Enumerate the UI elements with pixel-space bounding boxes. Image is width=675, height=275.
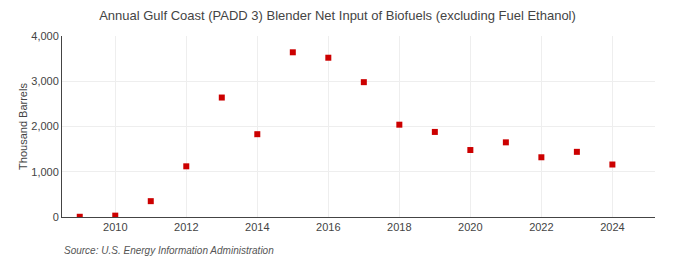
svg-text:2016: 2016 <box>316 221 340 233</box>
svg-text:2024: 2024 <box>600 221 624 233</box>
svg-text:2012: 2012 <box>174 221 198 233</box>
svg-text:Source: U.S. Energy Informatio: Source: U.S. Energy Information Administ… <box>64 245 274 256</box>
svg-text:1,000: 1,000 <box>31 166 59 178</box>
svg-text:Annual Gulf Coast (PADD 3) Ble: Annual Gulf Coast (PADD 3) Blender Net I… <box>99 8 576 23</box>
svg-text:0: 0 <box>53 211 59 223</box>
svg-text:2022: 2022 <box>529 221 553 233</box>
svg-text:2020: 2020 <box>458 221 482 233</box>
svg-text:4,000: 4,000 <box>31 30 59 42</box>
svg-text:Thousand Barrels: Thousand Barrels <box>17 83 29 170</box>
svg-text:2014: 2014 <box>245 221 269 233</box>
svg-text:2018: 2018 <box>387 221 411 233</box>
svg-text:2010: 2010 <box>103 221 127 233</box>
svg-text:3,000: 3,000 <box>31 75 59 87</box>
svg-text:2,000: 2,000 <box>31 120 59 132</box>
